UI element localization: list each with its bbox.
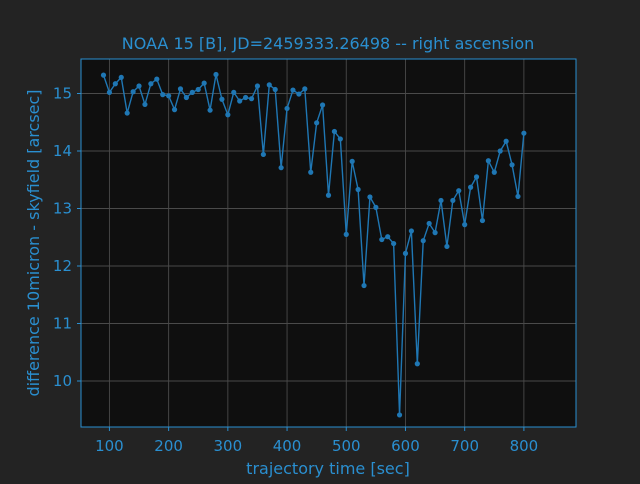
data-point (367, 194, 373, 200)
y-tick-label: 11 (53, 315, 72, 333)
plot-frame (80, 58, 577, 428)
data-point (402, 250, 409, 256)
data-point (396, 412, 403, 418)
data-point (154, 76, 160, 82)
data-point (248, 96, 255, 102)
data-point (100, 72, 107, 78)
data-point (213, 71, 219, 78)
plot-area (81, 59, 576, 427)
y-tick-label: 14 (53, 142, 72, 160)
grid-lines (81, 59, 576, 427)
data-point (379, 236, 385, 243)
y-tick-label: 12 (53, 257, 72, 275)
data-point (106, 89, 113, 95)
data-point (166, 93, 172, 99)
data-point (385, 234, 391, 240)
data-point (438, 197, 444, 204)
x-tick-label: 700 (450, 437, 479, 455)
data-point (515, 193, 521, 200)
data-point (331, 128, 338, 135)
data-point (325, 192, 332, 198)
y-tick-label: 10 (53, 372, 72, 390)
data-point (189, 89, 195, 95)
data-point (408, 228, 414, 234)
data-point (130, 89, 136, 95)
x-tick-label: 800 (510, 437, 539, 455)
data-point (243, 94, 249, 101)
data-point (414, 361, 420, 367)
data-point (171, 107, 178, 113)
data-point (207, 107, 213, 113)
data-point (225, 112, 231, 118)
data-point (349, 158, 355, 164)
data-point (432, 230, 438, 236)
data-point (118, 74, 124, 80)
data-point (497, 148, 503, 154)
data-point (272, 86, 278, 93)
data-point (420, 238, 426, 244)
data-point (444, 243, 450, 250)
data-point (160, 92, 166, 98)
data-point (473, 174, 480, 180)
data-point (177, 86, 184, 92)
data-point (503, 138, 509, 144)
tick-layer: 100 200 300 400 500 600 700 800 10 11 12 13 14 15 (53, 85, 538, 456)
data-point (456, 188, 462, 194)
data-point (337, 136, 343, 142)
x-tick-label: 500 (332, 437, 361, 455)
data-point (260, 151, 266, 158)
data-point (308, 169, 314, 175)
x-tick-label: 400 (273, 437, 302, 455)
data-point (201, 80, 207, 86)
chart-title: NOAA 15 [B], JD=2459333.26498 -- right a… (122, 34, 535, 53)
x-tick-label: 300 (214, 437, 243, 455)
x-axis-label: trajectory time [sec] (246, 459, 410, 478)
data-point (124, 110, 130, 116)
x-tick-label: 100 (95, 437, 124, 455)
data-point (391, 240, 397, 247)
data-point (302, 86, 308, 92)
data-point (355, 186, 361, 193)
data-point (450, 197, 456, 204)
data-point (219, 96, 225, 102)
y-axis-label: difference 10micron - skyfield [arcsec] (24, 89, 43, 396)
data-point (314, 120, 320, 126)
data-point (136, 83, 142, 89)
data-point (183, 94, 189, 101)
data-point (148, 81, 154, 87)
data-point (479, 217, 486, 224)
data-point (343, 231, 349, 237)
data-point (361, 282, 367, 289)
data-point (278, 165, 284, 171)
data-point (491, 169, 497, 175)
data-point (284, 105, 290, 112)
data-point (142, 101, 148, 108)
data-point (112, 81, 118, 87)
x-tick-label: 200 (154, 437, 183, 455)
data-point (237, 98, 243, 104)
data-point (231, 89, 237, 95)
data-point (426, 220, 432, 227)
data-point (290, 87, 296, 93)
x-tick-label: 600 (391, 437, 420, 455)
y-tick-label: 13 (53, 200, 72, 218)
data-point (468, 184, 474, 190)
data-point (521, 130, 527, 136)
data-point (254, 83, 261, 89)
data-point (195, 86, 201, 93)
data-point (485, 158, 491, 164)
data-point (373, 204, 379, 210)
data-point (319, 102, 326, 108)
data-point (296, 91, 302, 97)
data-point (266, 82, 272, 88)
data-point (462, 222, 468, 228)
y-tick-label: 15 (53, 85, 72, 103)
series-layer (100, 71, 527, 418)
data-point (509, 162, 515, 168)
